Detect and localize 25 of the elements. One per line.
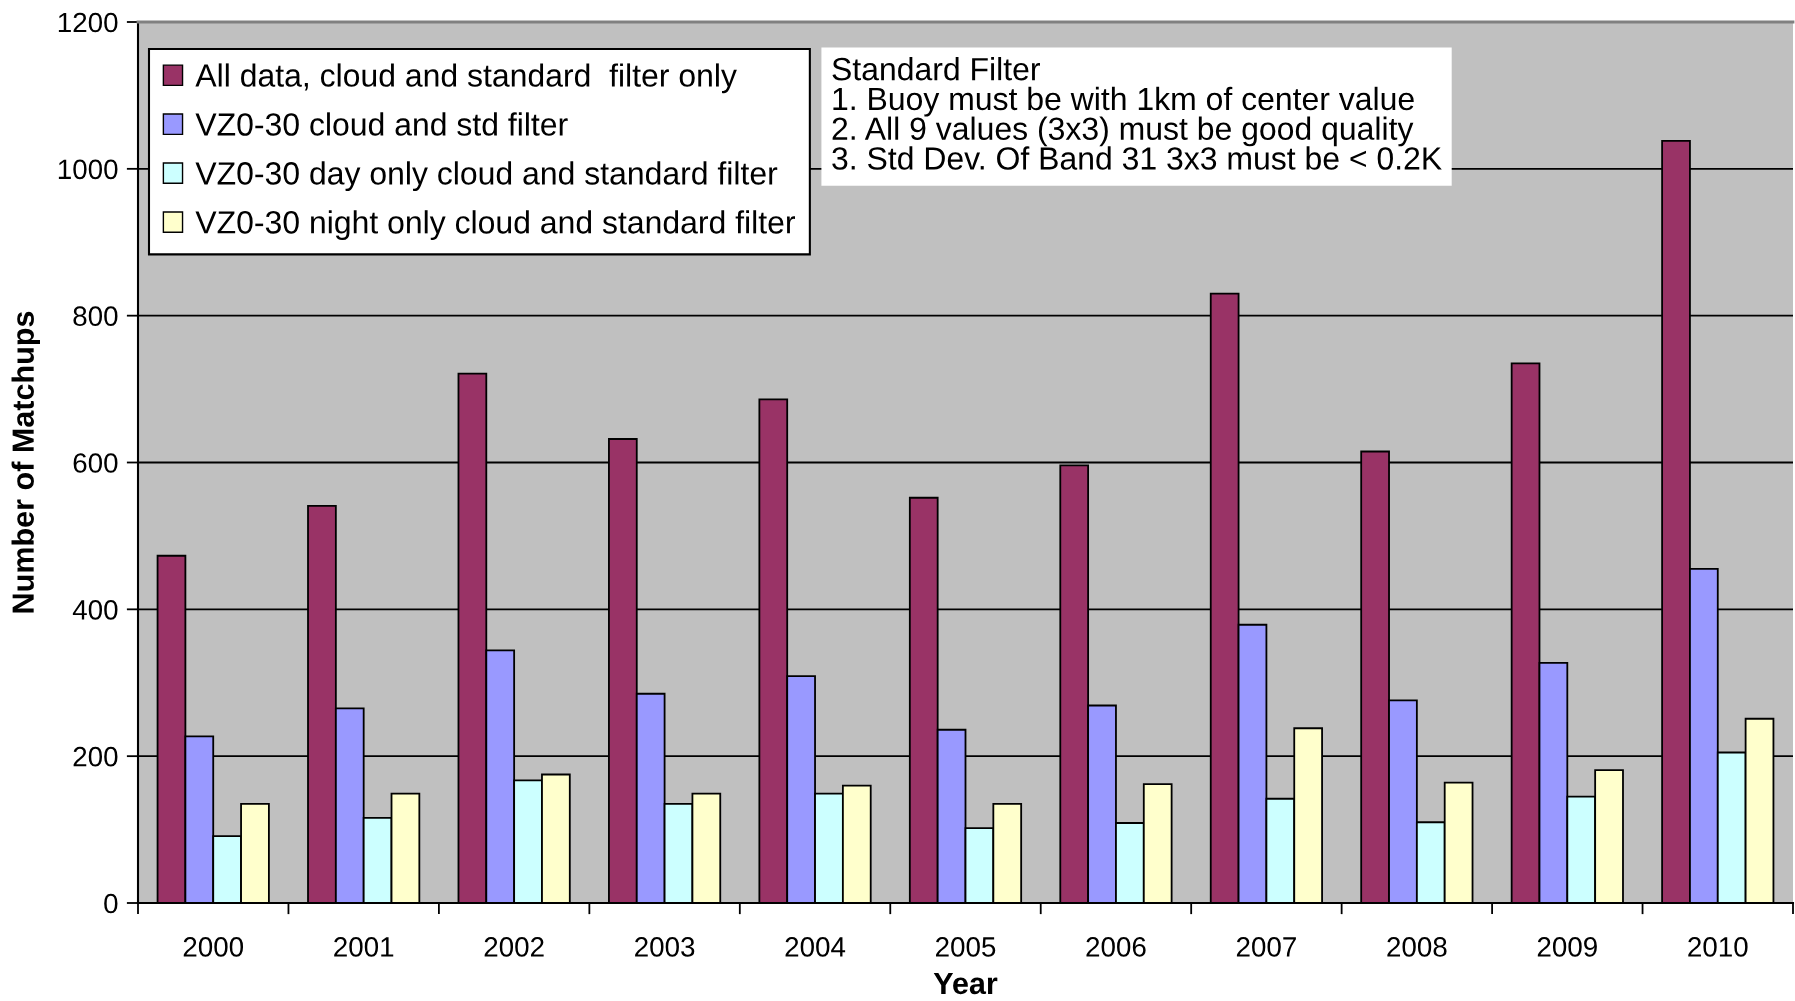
y-tick-label: 1200 (58, 12, 118, 33)
x-tick-label: 2003 (635, 937, 695, 957)
y-tick-label: 0 (104, 893, 118, 914)
legend-label: VZ0-30 day only cloud and standard filter (195, 161, 778, 192)
x-tick-label: 2005 (936, 937, 996, 957)
x-tick-label: 2004 (785, 937, 846, 957)
legend-label: VZ0-30 cloud and std filter (195, 112, 568, 136)
y-tick-label: 600 (73, 453, 118, 473)
x-tick-label: 2001 (334, 937, 394, 957)
x-tick-label: 2007 (1236, 937, 1296, 957)
x-axis-title: Year (933, 972, 998, 995)
x-tick-label: 2009 (1537, 937, 1597, 957)
x-tick-label: 2002 (484, 937, 544, 957)
y-tick-label: 400 (72, 600, 118, 620)
y-tick-label: 200 (73, 746, 118, 767)
y-tick-label: 1000 (58, 159, 118, 180)
legend-label: All data, cloud and standard filter only (195, 63, 737, 94)
y-tick-label: 800 (73, 306, 118, 327)
x-tick-label: 2006 (1086, 937, 1146, 957)
y-axis-title: Number of Matchups (11, 311, 40, 613)
legend-label: VZ0-30 night only cloud and standard filter (195, 210, 795, 240)
x-tick-label: 2008 (1387, 937, 1447, 957)
x-tick-label: 2010 (1688, 937, 1748, 957)
x-tick-label: 2000 (183, 937, 244, 957)
annotation: Standard Filter 1. Buoy must be with 1km of center value 2. All 9 values (3x3) must be good quality 3. Std Dev. Of Band 31 3x3 must be < 0.2K (832, 57, 1442, 170)
